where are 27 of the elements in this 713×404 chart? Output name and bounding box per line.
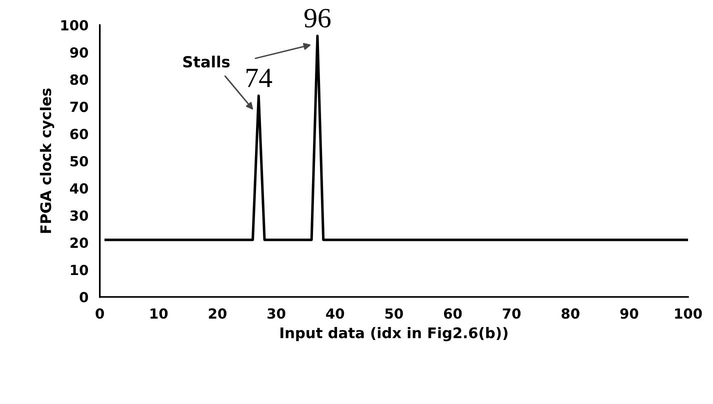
annotation: 74 <box>246 68 272 88</box>
y-axis-title: FPGA clock cycles <box>40 88 54 233</box>
y-tick-label: 100 <box>61 20 88 31</box>
y-tick-label: 60 <box>70 128 88 140</box>
x-tick-label: 30 <box>268 308 286 319</box>
x-tick-label: 60 <box>444 308 462 319</box>
x-tick-label: 40 <box>326 308 344 319</box>
annotation: Stalls <box>183 56 230 68</box>
x-axis-title: Input data (idx in Fig2.6(b)) <box>280 327 508 342</box>
y-tick-label: 0 <box>80 292 88 302</box>
x-tick-label: 100 <box>675 308 702 319</box>
y-tick-label: 50 <box>70 156 88 166</box>
x-tick-label: 20 <box>208 308 226 319</box>
y-tick-label: 70 <box>70 102 88 112</box>
y-tick-label: 20 <box>70 238 88 248</box>
x-tick-label: 50 <box>385 308 403 319</box>
x-tick-label: 80 <box>562 308 580 319</box>
y-tick-label: 40 <box>70 183 88 194</box>
y-tick-label: 30 <box>70 210 88 221</box>
y-tick-label: 80 <box>70 74 88 85</box>
x-tick-label: 0 <box>96 308 104 319</box>
annotation: 96 <box>304 8 331 28</box>
y-tick-label: 90 <box>70 47 88 58</box>
x-tick-label: 70 <box>502 308 521 319</box>
x-tick-label: 90 <box>620 308 638 319</box>
x-tick-label: 10 <box>150 308 168 319</box>
y-tick-label: 10 <box>70 264 88 276</box>
